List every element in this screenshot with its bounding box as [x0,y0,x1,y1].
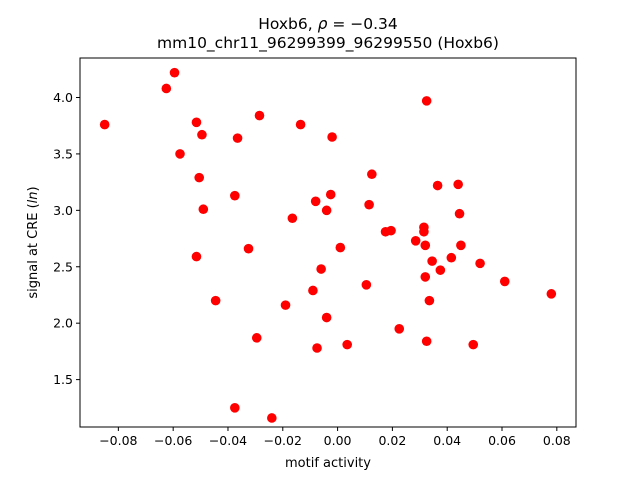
data-point [420,240,431,251]
data-point [161,83,172,94]
data-point [316,264,326,274]
data-point [427,256,437,266]
data-point [468,339,479,350]
data-point [280,300,291,310]
data-point [210,295,221,306]
x-axis-ticks: −0.08 −0.06 −0.04 −0.02 0.00 0.02 0.04 0.06 0.08 [99,427,571,448]
data-point [499,276,510,287]
y-axis-label: signal at CRE (ln) [26,186,41,298]
y-tick-label: 3.0 [53,203,73,218]
data-point [456,240,466,251]
data-point [99,119,110,130]
y-tick-label: 1.5 [53,372,73,387]
x-tick-label: 0.04 [433,433,461,448]
x-tick-label: 0.08 [543,433,571,448]
data-point [254,110,265,121]
y-tick-label: 2.5 [53,259,73,274]
data-point [295,119,306,130]
data-point [454,208,465,219]
y-tick-label: 4.0 [53,90,73,105]
data-point [546,289,557,299]
data-point [321,205,332,216]
data-point [321,312,332,323]
data-point [325,189,336,200]
x-tick-label: 0.02 [378,433,406,448]
data-point [475,258,485,269]
data-point [364,199,374,210]
data-point [310,196,321,207]
data-point [194,172,205,183]
x-axis-label: motif activity [285,456,371,471]
data-point [421,336,432,347]
data-point [435,265,446,275]
data-point [386,225,396,236]
data-point [251,333,262,343]
data-point [367,169,377,180]
data-point [243,243,254,254]
data-point [308,285,318,296]
data-point [169,67,180,78]
data-point [342,339,352,350]
data-point [410,236,421,246]
data-point [198,204,209,215]
data-point [394,324,405,334]
data-point [327,132,337,142]
x-tick-label: −0.04 [209,433,247,448]
data-points [99,67,557,423]
data-point [287,213,298,224]
data-point [312,343,322,353]
data-point [432,180,443,191]
data-point [361,280,372,290]
x-tick-label: 0.06 [488,433,516,448]
y-tick-label: 3.5 [53,146,73,161]
data-point [175,149,185,159]
data-point [267,413,277,423]
data-point [230,190,240,201]
data-point [420,272,431,282]
data-point [191,117,202,128]
data-point [232,133,243,143]
x-tick-label: −0.02 [264,433,302,448]
data-point [419,226,429,237]
data-point [191,251,202,262]
data-point [446,252,457,263]
data-point [424,295,435,306]
plot-area-frame [79,57,577,428]
y-tick-label: 2.0 [53,316,73,331]
data-point [197,129,207,140]
x-tick-label: −0.08 [99,433,137,448]
data-point [335,242,346,253]
chart-title-line2: mm10_chr11_96299399_96299550 (Hoxb6) [157,34,499,53]
data-point [421,96,432,106]
data-point [230,403,240,413]
chart-title-line1: Hoxb6, ρ = −0.34 [258,15,398,33]
data-point [453,179,463,190]
y-axis-ticks: 1.5 2.0 2.5 3.0 3.5 4.0 [53,90,80,387]
x-tick-label: 0.00 [324,433,352,448]
x-tick-label: −0.06 [154,433,192,448]
